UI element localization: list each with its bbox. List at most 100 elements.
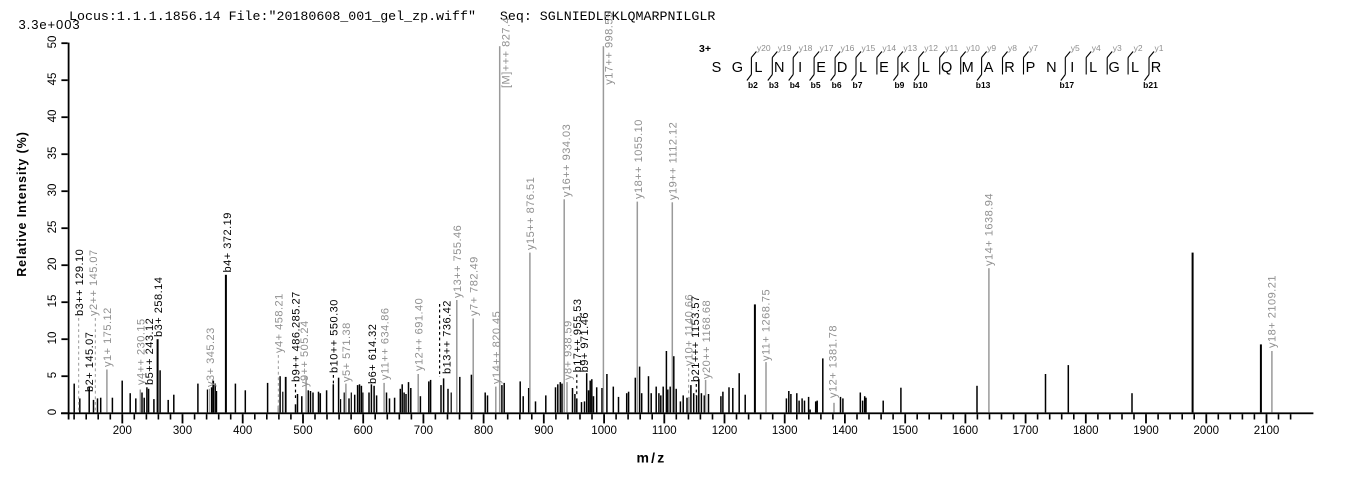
svg-text:y18++ 1055.10: y18++ 1055.10 [633,119,645,199]
svg-text:Q: Q [941,60,952,76]
svg-text:R: R [1151,60,1161,76]
svg-text:y9++ 505.24: y9++ 505.24 [299,320,311,387]
svg-text:L: L [922,60,930,76]
svg-text:S: S [712,60,722,76]
svg-text:1700: 1700 [1013,425,1039,437]
svg-text:y10: y10 [966,43,980,53]
svg-text:y8: y8 [1008,43,1017,53]
svg-text:b4+ 372.19: b4+ 372.19 [222,212,234,272]
svg-text:b10++ 550.30: b10++ 550.30 [329,299,341,373]
svg-text:b9++ 486.285.27: b9++ 486.285.27 [290,291,302,382]
svg-text:y16: y16 [841,43,855,53]
svg-text:600: 600 [354,425,373,437]
svg-text:y4: y4 [1092,43,1101,53]
svg-text:2000: 2000 [1194,425,1220,437]
svg-text:y1: y1 [1155,43,1164,53]
svg-text:y12++ 691.40: y12++ 691.40 [414,298,426,371]
svg-text:y18: y18 [799,43,813,53]
svg-text:M: M [962,60,974,76]
svg-text:b13++ 736.42: b13++ 736.42 [441,300,453,374]
svg-text:b7: b7 [853,80,863,90]
svg-text:b17: b17 [1059,80,1074,90]
svg-text:10: 10 [47,332,59,345]
svg-text:N: N [1046,60,1056,76]
svg-text:Locus:1.1.1.1856.14 File:"2018: Locus:1.1.1.1856.14 File:"20180608_001_g… [69,9,715,24]
svg-text:I: I [1070,60,1074,76]
svg-text:y10+ 1140.66: y10+ 1140.66 [683,294,695,366]
svg-text:b3+ 258.14: b3+ 258.14 [153,277,165,337]
svg-text:15: 15 [47,295,59,308]
svg-text:1400: 1400 [832,425,858,437]
svg-text:G: G [1109,60,1120,76]
svg-text:y20: y20 [757,43,771,53]
svg-text:3+: 3+ [699,43,711,55]
svg-text:1600: 1600 [953,425,979,437]
svg-text:35: 35 [47,147,59,160]
svg-text:50: 50 [47,36,59,49]
svg-text:b3++ 129.10: b3++ 129.10 [74,249,86,316]
svg-text:y14: y14 [882,43,896,53]
svg-text:45: 45 [47,73,59,86]
svg-text:m/z: m/z [637,450,667,466]
svg-text:b21: b21 [1143,80,1158,90]
svg-text:b10: b10 [913,80,928,90]
svg-text:A: A [984,60,994,76]
svg-text:500: 500 [293,425,312,437]
svg-text:b5: b5 [811,80,821,90]
svg-text:b9+ 971.46: b9+ 971.46 [579,312,591,372]
svg-text:L: L [1089,60,1097,76]
svg-text:y12+ 1381.78: y12+ 1381.78 [827,325,839,398]
svg-text:300: 300 [173,425,192,437]
svg-text:y7: y7 [1029,43,1038,53]
svg-text:y17++ 998.55: y17++ 998.55 [604,11,616,84]
svg-text:y2++ 145.07: y2++ 145.07 [88,249,100,316]
svg-text:y15: y15 [862,43,876,53]
svg-text:b2: b2 [748,80,758,90]
svg-text:1200: 1200 [712,425,738,437]
svg-text:E: E [816,60,826,76]
svg-text:700: 700 [414,425,433,437]
svg-text:1300: 1300 [772,425,798,437]
svg-text:L: L [754,60,762,76]
svg-text:1800: 1800 [1073,425,1099,437]
svg-text:30: 30 [47,184,59,197]
svg-text:y2: y2 [1134,43,1143,53]
svg-text:y15++ 876.51: y15++ 876.51 [525,177,537,250]
svg-text:y9: y9 [987,43,996,53]
svg-text:b5++ 243.12: b5++ 243.12 [144,318,156,385]
svg-text:G: G [732,60,743,76]
svg-text:5: 5 [47,372,59,378]
svg-text:b6+ 614.32: b6+ 614.32 [367,324,379,384]
svg-text:b3: b3 [769,80,779,90]
svg-text:y5: y5 [1071,43,1080,53]
svg-text:800: 800 [474,425,493,437]
svg-text:400: 400 [233,425,252,437]
svg-text:b6: b6 [832,80,842,90]
svg-text:b13: b13 [976,80,991,90]
svg-text:y13++ 755.46: y13++ 755.46 [452,225,464,298]
svg-text:y5+ 571.38: y5+ 571.38 [341,322,353,382]
svg-text:y4++ 230.15: y4++ 230.15 [135,318,147,385]
svg-text:1500: 1500 [892,425,918,437]
svg-text:K: K [900,60,910,76]
svg-text:1100: 1100 [652,425,677,437]
svg-text:b21+++ 1153.57: b21+++ 1153.57 [690,295,702,382]
svg-text:25: 25 [47,221,59,234]
svg-text:y12: y12 [924,43,938,53]
svg-text:y7+ 782.49: y7+ 782.49 [469,256,481,316]
svg-text:40: 40 [47,110,59,123]
svg-text:b17++ 955.53: b17++ 955.53 [572,298,584,372]
svg-text:R: R [1004,60,1014,76]
svg-text:1000: 1000 [591,425,617,437]
svg-text:b9: b9 [894,80,904,90]
svg-text:y18+ 2109.21: y18+ 2109.21 [1267,275,1279,348]
svg-text:y19++ 1112.12: y19++ 1112.12 [668,122,680,200]
svg-text:200: 200 [113,425,132,437]
svg-text:L: L [1131,60,1139,76]
svg-text:P: P [1026,60,1036,76]
svg-text:b2+ 145.07: b2+ 145.07 [84,332,96,392]
svg-text:L: L [859,60,867,76]
svg-text:y3+ 345.23: y3+ 345.23 [205,327,217,387]
svg-text:1900: 1900 [1133,425,1159,437]
svg-text:y4+ 458.21: y4+ 458.21 [273,293,285,353]
